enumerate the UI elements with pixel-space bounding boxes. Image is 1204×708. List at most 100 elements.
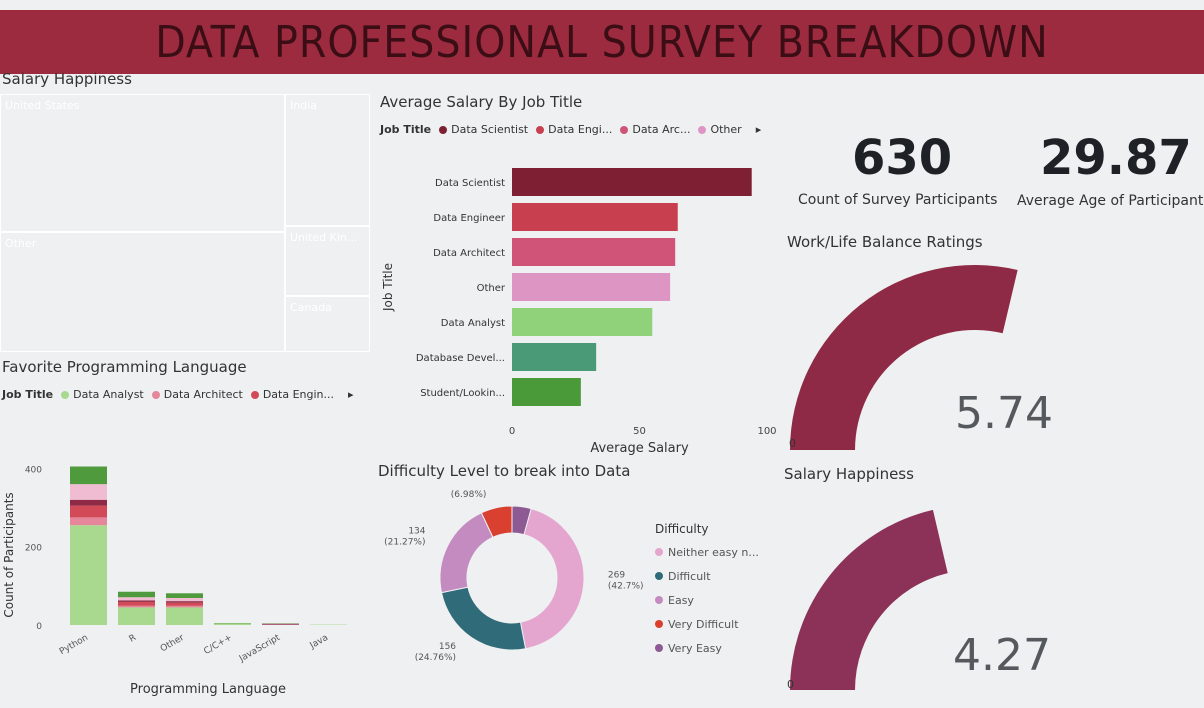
salary-bar — [512, 343, 597, 371]
salary-chart-title: Average Salary By Job Title — [380, 93, 583, 111]
kpi-participant-count: 630 — [852, 130, 953, 186]
donut-legend-difficult[interactable]: Difficult — [655, 564, 759, 588]
salary-bar — [512, 168, 752, 196]
language-bar-segment — [70, 499, 107, 506]
donut-legend-label: Very Difficult — [668, 617, 739, 631]
donut-legend-label: Difficult — [668, 569, 711, 583]
treemap-cell-canada[interactable]: Canada — [285, 296, 370, 352]
language-x-tick-label: Java — [308, 633, 330, 652]
language-bar-segment — [166, 605, 203, 608]
salary-treemap[interactable]: United States Other India United Kin... … — [0, 94, 370, 352]
language-bar-segment — [70, 525, 107, 625]
donut-legend-title: Difficulty — [655, 522, 709, 536]
language-stacked-bar-chart: 0 200 400 Python R Other C/C++ JavaScript Java Pr… — [2, 465, 347, 697]
gauge-worklife-title: Work/Life Balance Ratings — [787, 233, 983, 251]
donut-slice — [519, 507, 585, 650]
legend-item-data-engineer[interactable]: Data Engi... — [548, 123, 613, 136]
language-y-tick-label: 200 — [25, 544, 42, 554]
salary-x-tick-label: 0 — [509, 426, 515, 437]
language-x-tick-label: C/C++ — [202, 633, 234, 657]
legend-dot-data-engineer — [536, 125, 545, 134]
salary-bar-chart: Data Scientist Data Engineer Data Architec… — [381, 168, 777, 456]
language-bar-segment — [70, 505, 107, 518]
donut-slice — [439, 512, 494, 594]
dashboard-title: DATA PROFESSIONAL SURVEY BREAKDOWN — [155, 16, 1049, 68]
legend-item-data-engineer-2[interactable]: Data Engin... — [262, 388, 335, 401]
legend-next-arrow-icon-2[interactable]: ▸ — [348, 388, 354, 401]
salary-x-tick-label: 100 — [757, 426, 776, 437]
legend-item-data-architect-2[interactable]: Data Architect — [163, 388, 243, 401]
language-bar-segment — [70, 517, 107, 526]
salary-bar — [512, 203, 678, 231]
language-bar-segment — [214, 623, 251, 625]
language-y-tick-label: 400 — [25, 465, 42, 475]
donut-legend-label: Neither easy n... — [668, 545, 759, 559]
donut-legend-very-difficult[interactable]: Very Difficult — [655, 612, 759, 636]
donut-data-label: 44(6.98%) — [451, 488, 487, 500]
donut-legend-dot — [655, 548, 663, 556]
donut-legend-label: Very Easy — [668, 641, 722, 655]
language-bar-segment — [166, 607, 203, 625]
language-bar-segment — [166, 598, 203, 602]
donut-legend-neither[interactable]: Neither easy n... — [655, 540, 759, 564]
salary-x-axis-title: Average Salary — [590, 441, 689, 456]
donut-legend-easy[interactable]: Easy — [655, 588, 759, 612]
donut-legend-label: Easy — [668, 593, 694, 607]
donut-data-label: 269 (42.7%) — [608, 571, 644, 592]
language-bar-segment — [118, 600, 155, 602]
legend-dot-data-analyst — [61, 390, 70, 399]
kpi-participant-count-label: Count of Survey Participants — [798, 192, 998, 208]
legend-dot-data-architect-2 — [151, 390, 160, 399]
donut-chart-title: Difficulty Level to break into Data — [378, 462, 631, 480]
language-bar-segment — [262, 624, 299, 625]
language-x-axis-title: Programming Language — [130, 682, 286, 697]
language-bar-segment — [262, 623, 299, 625]
legend-item-other[interactable]: Other — [710, 123, 742, 136]
gauge-salary-happiness-title: Salary Happiness — [784, 465, 914, 483]
kpi-average-age-label: Average Age of Participant — [1017, 193, 1204, 209]
donut-data-label: 156 (24.76%) — [415, 642, 457, 663]
donut-legend: Difficulty Neither easy n... Difficult E… — [655, 522, 759, 660]
salary-happiness-gauge-value: 4.27 — [953, 630, 1051, 681]
language-bar-segment — [166, 601, 203, 603]
legend-dot-data-scientist — [439, 125, 448, 134]
salary-happiness-gauge-min: 0 — [787, 678, 794, 691]
language-chart-legend: Job Title Data Analyst Data Architect Da… — [2, 388, 354, 401]
salary-bar-category-label: Data Scientist — [435, 178, 505, 189]
worklife-gauge — [790, 264, 1018, 450]
language-bar-segment — [166, 602, 203, 606]
treemap-cell-other[interactable]: Other — [0, 232, 285, 352]
language-bar-segment — [70, 466, 107, 485]
salary-legend-title: Job Title — [380, 123, 432, 136]
legend-item-data-analyst[interactable]: Data Analyst — [73, 388, 144, 401]
language-bar-segment — [70, 484, 107, 500]
language-bar-segment — [118, 607, 155, 625]
treemap-cell-united-kingdom[interactable]: United Kin... — [285, 226, 370, 296]
language-y-tick-label: 0 — [36, 622, 42, 632]
salary-bar — [512, 378, 581, 406]
salary-bar-category-label: Database Devel... — [416, 353, 505, 364]
legend-item-data-scientist[interactable]: Data Scientist — [451, 123, 529, 136]
salary-x-tick-label: 50 — [633, 426, 646, 437]
language-bar-segment — [166, 593, 203, 598]
language-legend-title: Job Title — [2, 388, 54, 401]
donut-legend-dot — [655, 620, 663, 628]
legend-dot-other — [698, 125, 707, 134]
salary-bar-category-label: Data Architect — [433, 248, 505, 259]
legend-dot-data-architect — [620, 125, 629, 134]
gauge-fill-arc — [790, 509, 948, 690]
salary-bar-category-label: Data Analyst — [441, 318, 505, 329]
treemap-cell-india[interactable]: India — [285, 94, 370, 226]
salary-chart-legend: Job Title Data Scientist Data Engi... Da… — [380, 123, 761, 136]
salary-bar — [512, 238, 676, 266]
legend-next-arrow-icon[interactable]: ▸ — [755, 123, 762, 136]
worklife-gauge-min: 0 — [789, 437, 796, 450]
donut-legend-very-easy[interactable]: Very Easy — [655, 636, 759, 660]
gauge-fill-arc — [790, 264, 1018, 450]
treemap-cell-united-states[interactable]: United States — [0, 94, 285, 232]
language-bar-segment — [118, 601, 155, 606]
legend-item-data-architect[interactable]: Data Arc... — [632, 123, 691, 136]
language-bar-segment — [118, 597, 155, 601]
language-bar-segment — [118, 591, 155, 598]
language-x-tick-label: R — [128, 633, 138, 645]
